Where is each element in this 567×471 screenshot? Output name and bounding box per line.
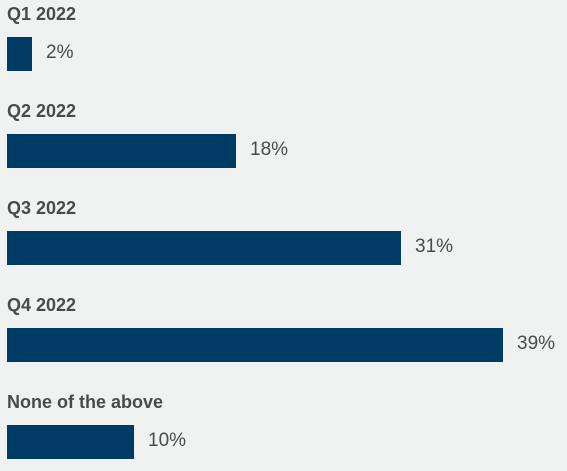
value-label: 10% <box>148 430 187 451</box>
bar <box>7 231 401 265</box>
category-label: None of the above <box>7 392 164 412</box>
value-label: 31% <box>415 236 454 257</box>
category-label: Q3 2022 <box>7 198 77 218</box>
category-label: Q4 2022 <box>7 295 77 315</box>
bar-row: Q2 2022 18% <box>0 100 567 180</box>
bar <box>7 134 236 168</box>
bar-row: Q4 2022 39% <box>0 294 567 374</box>
bar-row: Q1 2022 2% <box>0 3 567 83</box>
bar <box>7 425 134 459</box>
value-label: 18% <box>250 139 289 160</box>
bar <box>7 328 503 362</box>
category-label: Q2 2022 <box>7 101 77 121</box>
value-label: 2% <box>46 42 74 63</box>
bar-row: Q3 2022 31% <box>0 197 567 277</box>
category-label: Q1 2022 <box>7 4 77 24</box>
value-label: 39% <box>517 333 556 354</box>
bar-row: None of the above 10% <box>0 391 567 471</box>
bar <box>7 37 32 71</box>
